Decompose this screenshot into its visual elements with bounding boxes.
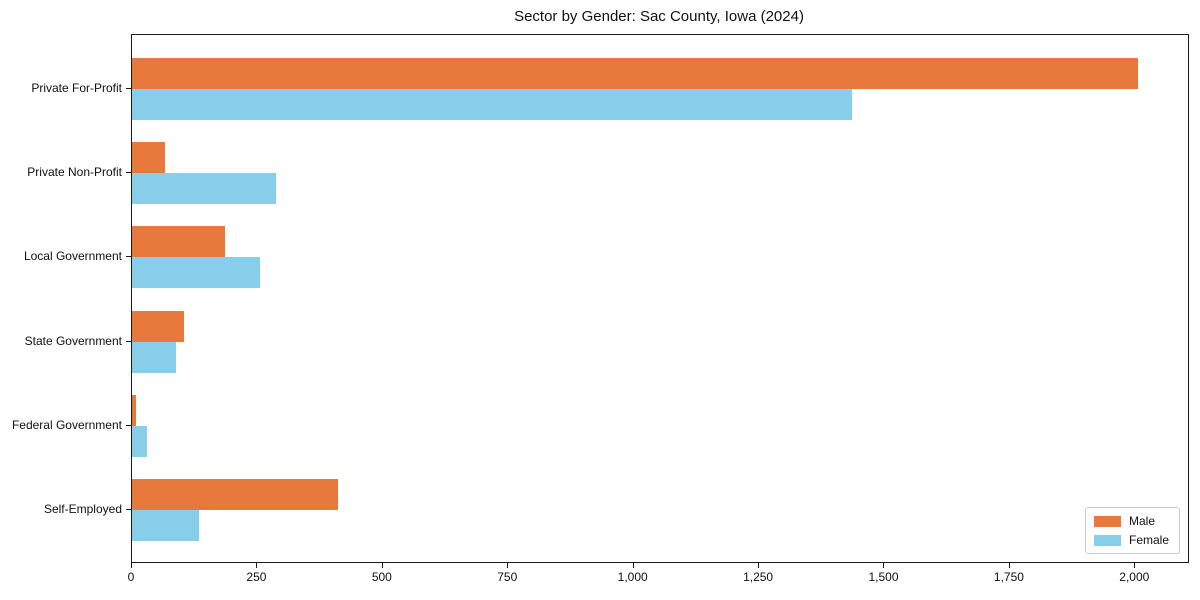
x-tick-1,000 (632, 563, 634, 568)
y-tick-self-employed (126, 509, 131, 510)
x-tick-0 (131, 563, 132, 568)
x-tick-2,000 (1134, 563, 1136, 568)
legend-label-male: Male (1128, 514, 1155, 528)
y-label-self-employed: Self-Employed (43, 502, 122, 516)
x-label-2,000: 2,000 (1119, 570, 1150, 584)
x-label-1,500: 1,500 (868, 570, 899, 584)
x-tick-500 (381, 563, 383, 568)
x-tick-1,750 (1008, 563, 1010, 568)
legend-row-male: Male (1093, 514, 1169, 528)
bar-federal-government-male (132, 394, 136, 426)
bar-state-government-male (132, 310, 184, 342)
legend-row-female: Female (1093, 533, 1169, 547)
y-label-local-government: Local Government (23, 249, 122, 264)
x-label-1,000: 1,000 (617, 570, 648, 584)
x-tick-750 (507, 563, 509, 568)
x-tick-1,500 (883, 563, 885, 568)
bar-federal-government-female (132, 425, 147, 457)
legend-swatch-female (1093, 534, 1121, 546)
y-tick-state-government (126, 340, 131, 342)
bar-private-for-profit-male (132, 58, 1138, 89)
y-label-private-non-profit: Private Non-Profit (27, 165, 122, 180)
x-label-1,250: 1,250 (743, 570, 774, 584)
x-label-500: 500 (371, 570, 392, 584)
bar-private-non-profit-female (132, 173, 277, 205)
x-tick-1,250 (758, 563, 760, 568)
y-label-state-government: State Government (24, 333, 122, 348)
y-label-federal-government: Federal Government (11, 417, 122, 432)
y-tick-federal-government (126, 424, 131, 426)
chart-title: Sector by Gender: Sac County, Iowa (2024… (514, 8, 804, 25)
bar-self-employed-male (132, 479, 338, 510)
y-tick-private-non-profit (126, 172, 131, 174)
x-label-250: 250 (246, 570, 267, 584)
bar-state-government-female (132, 341, 176, 373)
legend-label-female: Female (1128, 533, 1169, 547)
plot-area: Male Female (131, 34, 1189, 563)
y-label-private-for-profit: Private For-Profit (31, 81, 122, 95)
x-tick-250 (256, 563, 258, 568)
bar-self-employed-female (132, 510, 200, 541)
x-label-750: 750 (497, 570, 518, 584)
x-label-0: 0 (127, 570, 135, 584)
bar-private-non-profit-male (132, 142, 166, 174)
bar-private-for-profit-female (132, 89, 852, 120)
y-tick-local-government (126, 256, 131, 258)
x-label-1,750: 1,750 (993, 570, 1024, 584)
y-tick-private-for-profit (126, 88, 131, 89)
bar-local-government-female (132, 257, 260, 289)
legend: Male Female (1084, 507, 1180, 554)
bar-local-government-male (132, 226, 225, 258)
legend-swatch-male (1093, 515, 1121, 527)
